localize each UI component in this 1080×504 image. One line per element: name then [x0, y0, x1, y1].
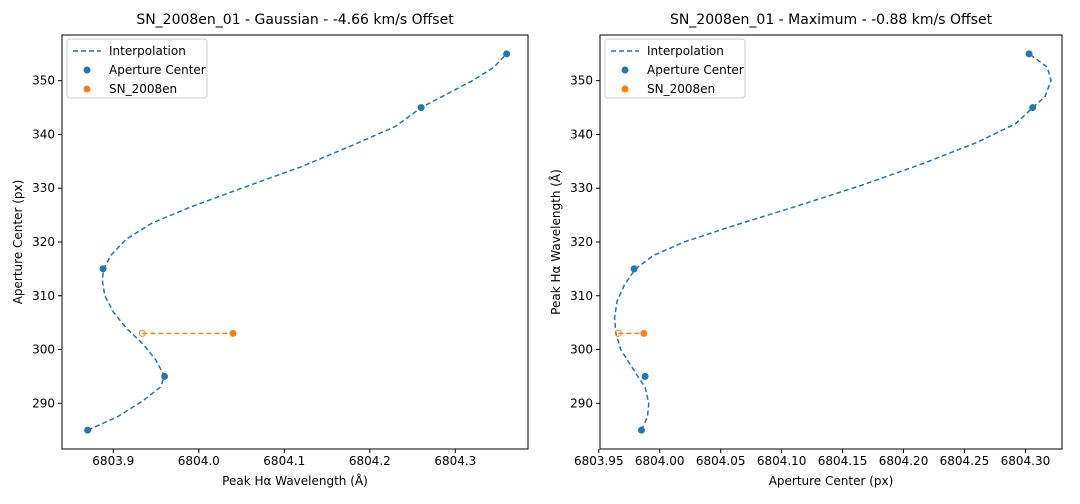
y-axis-label: Aperture Center (px) [11, 180, 25, 305]
x-tick-label: 6804.30 [1001, 454, 1051, 468]
offset-marker [614, 329, 622, 337]
aperture-center-point [1029, 104, 1037, 112]
x-tick-label: 6804.10 [757, 454, 807, 468]
y-axis-label: Peak Hα Wavelength (Å) [548, 169, 563, 315]
x-tick-label: 6804.0 [178, 454, 220, 468]
y-tick-label: 290 [32, 396, 55, 410]
x-tick-label: 6804.25 [940, 454, 990, 468]
x-tick-label: 6804.05 [696, 454, 746, 468]
chart-title: SN_2008en_01 - Maximum - -0.88 km/s Offs… [670, 12, 993, 28]
y-tick-label: 330 [570, 181, 593, 195]
x-tick-label: 6804.3 [434, 454, 476, 468]
aperture-center-point [99, 265, 107, 273]
y-tick-label: 320 [570, 235, 593, 249]
y-tick-label: 310 [570, 289, 593, 303]
y-tick-label: 300 [32, 343, 55, 357]
sn-point [229, 329, 237, 337]
legend-swatch-sn [83, 85, 91, 93]
x-tick-label: 6803.95 [574, 454, 624, 468]
legend-swatch-aperture-center [83, 66, 91, 74]
y-tick-label: 350 [570, 74, 593, 88]
y-tick-label: 340 [32, 127, 55, 141]
y-tick-label: 340 [570, 127, 593, 141]
chart-gaussian: 6803.9 6804.0 6804.1 6804.2 6804.3 290 300 310 3… [11, 12, 529, 488]
aperture-center-point [503, 50, 511, 58]
y-tick-label: 320 [32, 235, 55, 249]
aperture-center-point [1025, 50, 1033, 58]
y-tick-label: 330 [32, 181, 55, 195]
x-tick-label: 6803.9 [92, 454, 134, 468]
x-axis-label: Peak Hα Wavelength (Å) [222, 473, 368, 488]
y-tick-label: 350 [32, 74, 55, 88]
chart-maximum: 6803.95 6804.00 6804.05 6804.10 6804.15 6804.… [548, 12, 1063, 488]
legend-label-aperture-center: Aperture Center [109, 63, 206, 77]
aperture-center-point [637, 426, 645, 434]
legend-swatch-sn [621, 85, 629, 93]
sn-point [640, 329, 648, 337]
x-tick-label: 6804.2 [349, 454, 391, 468]
y-tick-label: 300 [570, 343, 593, 357]
aperture-center-point [84, 426, 92, 434]
x-tick-label: 6804.1 [263, 454, 305, 468]
legend-label-interpolation: Interpolation [647, 44, 724, 58]
offset-marker [138, 329, 146, 337]
legend-label-sn: SN_2008en [109, 82, 177, 96]
aperture-center-point [641, 372, 649, 380]
x-tick-label: 6804.15 [818, 454, 868, 468]
legend-swatch-aperture-center [621, 66, 629, 74]
x-axis-label: Aperture Center (px) [769, 474, 894, 488]
legend-box [66, 38, 208, 99]
interpolation-line [613, 53, 1052, 431]
aperture-center-point [417, 104, 425, 112]
x-tick-label: 6804.20 [879, 454, 929, 468]
interpolation-line [87, 53, 508, 431]
aperture-center-point [161, 372, 169, 380]
aperture-center-point [630, 265, 638, 273]
legend-label-sn: SN_2008en [647, 82, 715, 96]
legend-label-interpolation: Interpolation [109, 44, 186, 58]
x-tick-label: 6804.00 [635, 454, 685, 468]
legend-box [604, 38, 746, 99]
chart-title: SN_2008en_01 - Gaussian - -4.66 km/s Off… [136, 12, 454, 28]
legend-label-aperture-center: Aperture Center [647, 63, 744, 77]
y-tick-label: 290 [570, 396, 593, 410]
y-tick-label: 310 [32, 289, 55, 303]
